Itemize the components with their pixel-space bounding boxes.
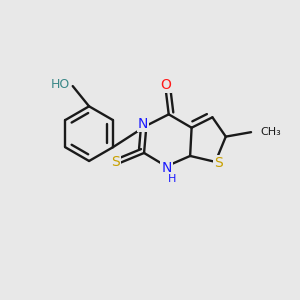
Text: S: S — [111, 155, 120, 169]
Text: N: N — [138, 117, 148, 131]
Text: N: N — [161, 161, 172, 175]
Text: H: H — [167, 174, 176, 184]
Text: O: O — [160, 78, 172, 92]
Text: S: S — [214, 156, 223, 170]
Text: HO: HO — [51, 78, 70, 91]
Text: CH₃: CH₃ — [261, 127, 281, 136]
